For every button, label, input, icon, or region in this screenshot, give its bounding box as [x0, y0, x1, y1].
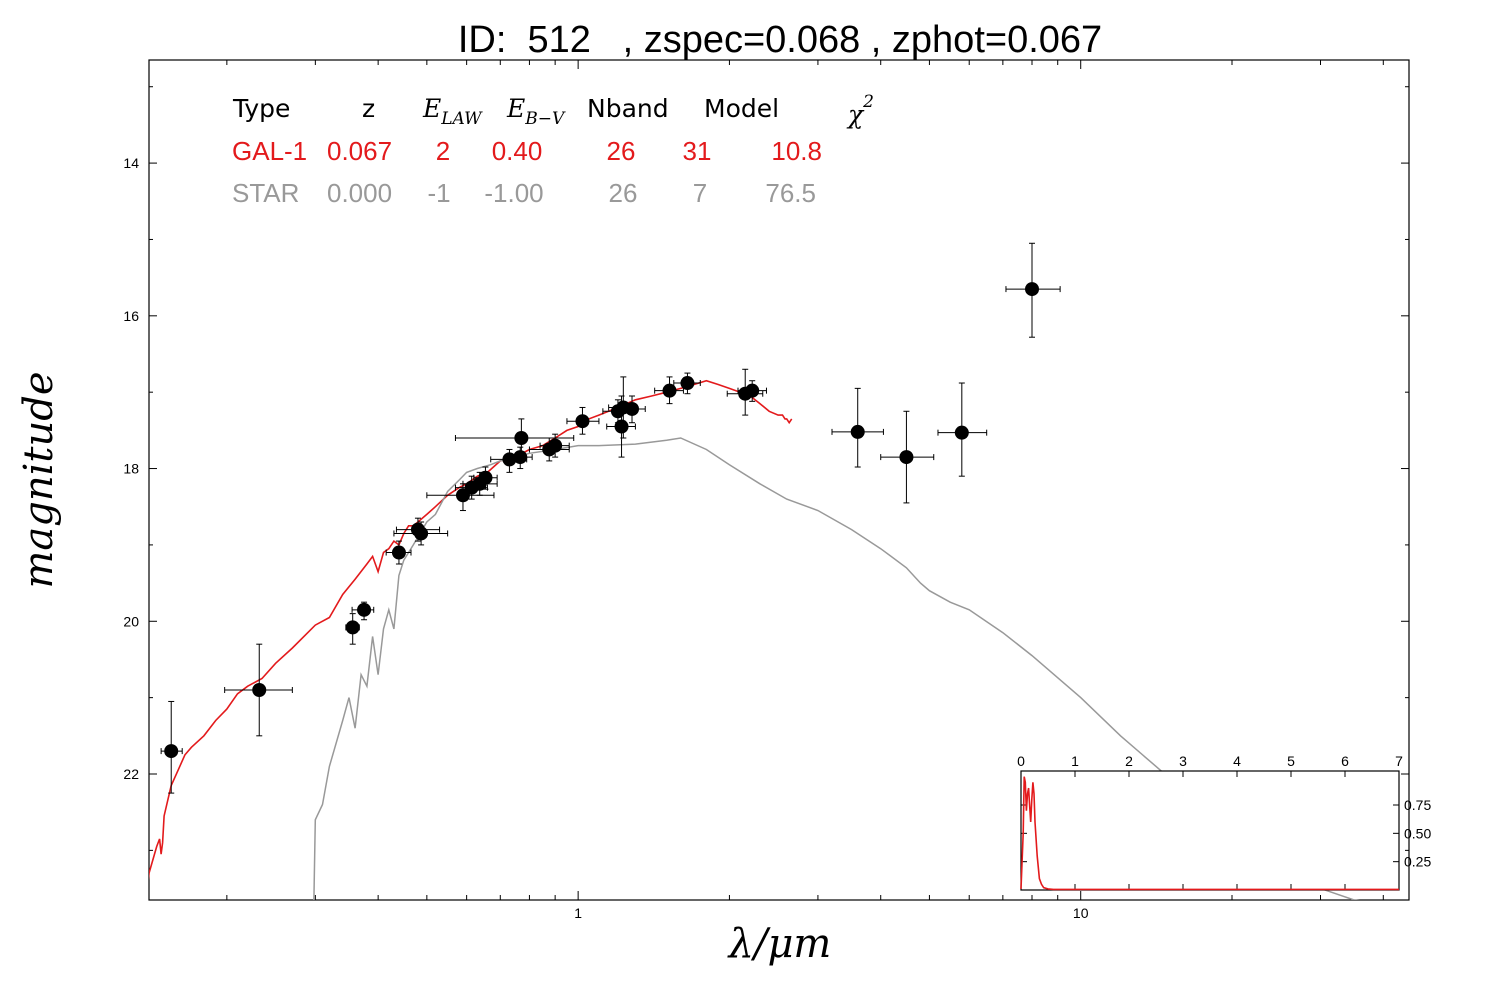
- data-point: [937, 382, 988, 477]
- galaxy-chi2: 10.8: [771, 136, 822, 166]
- data-point: [160, 700, 183, 794]
- data-point-marker: [745, 383, 760, 398]
- data-point: [473, 466, 498, 490]
- data-point-marker: [252, 683, 267, 697]
- inset-x-tick-label: 4: [1233, 753, 1241, 769]
- data-point-marker: [414, 526, 429, 541]
- star-z: 0.000: [327, 178, 392, 208]
- pdz-inset: 0 1 2 3 4 5 6 7 0.25 0.50 0.75: [1017, 753, 1431, 891]
- data-point-marker: [478, 470, 493, 485]
- header-chi2: χ2: [846, 92, 874, 129]
- data-point-marker: [548, 438, 563, 453]
- inset-x-tick-label: 0: [1017, 753, 1025, 769]
- y-tick-label: 14: [123, 155, 139, 171]
- data-point-marker: [680, 376, 695, 391]
- data-point: [1005, 242, 1061, 338]
- star-type: STAR: [232, 178, 299, 208]
- header-ebv-e: E: [506, 94, 525, 123]
- data-point-marker: [164, 744, 179, 759]
- x-axis-label: λ/μm: [727, 921, 832, 967]
- data-point: [224, 643, 293, 737]
- data-point: [566, 406, 600, 435]
- y-tick-label: 22: [123, 766, 139, 782]
- header-elaw-sub: LAW: [440, 109, 483, 129]
- data-point: [654, 376, 684, 405]
- header-ebv-sub: B−V: [524, 109, 566, 129]
- header-ebv: EB−V: [506, 94, 566, 129]
- data-point: [880, 410, 935, 504]
- star-ebv: -1.00: [484, 178, 543, 208]
- data-point-marker: [850, 424, 865, 439]
- galaxy-z: 0.067: [327, 136, 392, 166]
- data-point-marker: [1025, 282, 1040, 297]
- data-point: [393, 521, 449, 546]
- data-point-marker: [614, 419, 629, 434]
- inset-x-tick-label: 2: [1125, 753, 1133, 769]
- y-tick-label: 18: [123, 461, 139, 477]
- galaxy-type: GAL-1: [232, 136, 307, 166]
- inset-frame: [1020, 770, 1400, 891]
- header-chi: χ: [846, 100, 865, 129]
- data-point-marker: [514, 431, 529, 445]
- x-tick-label: 10: [1073, 905, 1089, 921]
- inset-y-tick-label: 0.25: [1404, 854, 1431, 870]
- data-point-marker: [345, 620, 360, 635]
- galaxy-nband: 26: [607, 136, 636, 166]
- data-point-marker: [662, 383, 677, 398]
- header-chi-sup: 2: [862, 92, 874, 112]
- data-point: [831, 387, 884, 468]
- data-point: [737, 380, 767, 402]
- plot-frame: [148, 59, 1410, 901]
- y-tick-label: 20: [123, 613, 139, 629]
- data-point-marker: [625, 401, 640, 416]
- star-elaw: -1: [427, 178, 450, 208]
- data-point: [617, 395, 646, 424]
- inset-x-tick-label: 5: [1287, 753, 1295, 769]
- chart-title: ID: 512 , zspec=0.068 , zphot=0.067: [458, 19, 1102, 61]
- galaxy-elaw: 2: [436, 136, 450, 166]
- data-point: [385, 540, 412, 565]
- data-point-marker: [391, 545, 406, 560]
- series-line-gal-1: [149, 379, 793, 881]
- inset-x-tick-label: 7: [1395, 753, 1403, 769]
- galaxy-model: 31: [683, 136, 712, 166]
- inset-y-tick-label: 0.50: [1404, 825, 1431, 841]
- star-chi2: 76.5: [765, 178, 816, 208]
- data-point: [673, 372, 701, 395]
- fit-row-star: STAR 0.000 -1 -1.00 26 7 76.5: [232, 178, 816, 208]
- y-axis-label: magnitude: [16, 371, 62, 588]
- data-point-marker: [357, 602, 372, 617]
- fit-table-header: Type z ELAW EB−V Nband Model χ2: [232, 92, 874, 129]
- star-nband: 26: [609, 178, 638, 208]
- star-model: 7: [693, 178, 707, 208]
- inset-x-tick-label: 6: [1341, 753, 1349, 769]
- fit-row-galaxy: GAL-1 0.067 2 0.40 26 31 10.8: [232, 136, 822, 166]
- inset-x-tick-label: 1: [1071, 753, 1079, 769]
- y-tick-label: 16: [123, 308, 139, 324]
- data-point: [539, 433, 570, 458]
- header-elaw: ELAW: [422, 94, 483, 129]
- data-point: [454, 418, 575, 458]
- x-tick-label: 1: [574, 905, 582, 921]
- data-point-marker: [899, 450, 914, 465]
- data-point: [351, 601, 375, 621]
- data-point: [345, 613, 360, 645]
- inset-x-tick-label: 3: [1179, 753, 1187, 769]
- header-nband: Nband: [587, 94, 669, 123]
- inset-pdz-line: [1020, 776, 1399, 891]
- data-point-marker: [575, 414, 590, 429]
- inset-y-tick-label: 0.75: [1404, 797, 1431, 813]
- data-point-marker: [954, 425, 969, 440]
- header-model: Model: [704, 94, 779, 123]
- header-z: z: [362, 94, 375, 123]
- header-elaw-e: E: [422, 94, 441, 123]
- galaxy-ebv: 0.40: [492, 136, 543, 166]
- header-type: Type: [232, 94, 290, 123]
